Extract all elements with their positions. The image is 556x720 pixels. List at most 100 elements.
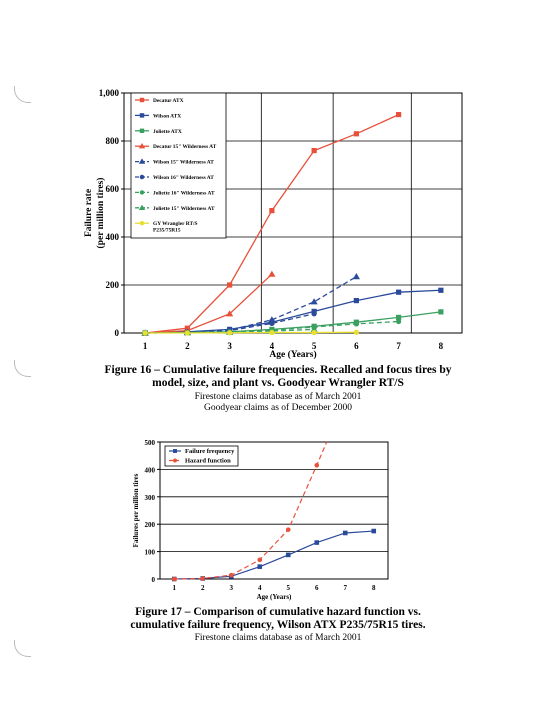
figure-16-caption: Figure 16 – Cumulative failure frequenci… <box>0 364 556 390</box>
x-tick-label: 4 <box>270 341 275 351</box>
x-axis-label: Age (Years) <box>257 593 292 601</box>
legend-label: GY Wrangler RT/S <box>153 221 198 227</box>
y-tick-label: 400 <box>106 232 120 242</box>
data-point <box>310 298 318 305</box>
y-axis-label: Failures per million tires <box>132 473 140 547</box>
x-tick-label: 3 <box>227 341 232 351</box>
y-tick-label: 200 <box>106 280 120 290</box>
y-axis-label: (per million tires) <box>95 178 106 249</box>
data-point <box>142 330 148 336</box>
data-point <box>438 309 444 315</box>
data-point <box>352 273 360 280</box>
x-tick-label: 6 <box>315 584 319 592</box>
data-point <box>200 576 206 581</box>
data-point <box>138 204 146 211</box>
legend-label: Hazard function <box>185 458 231 465</box>
legend-label: Failure frequency <box>185 448 235 455</box>
data-point <box>268 270 276 277</box>
figure-17-source-note: Firestone claims database as of March 20… <box>194 633 362 643</box>
figure-16-caption-line2: model, size, and plant vs. Goodyear Wran… <box>152 377 404 389</box>
figure-17-caption-line2: cumulative failure frequency, Wilson ATX… <box>130 619 426 631</box>
figure-16-source-note: Firestone claims database as of March 20… <box>194 392 362 402</box>
figure-17-caption-line1: Figure 17 – Comparison of cumulative haz… <box>135 606 421 618</box>
y-tick-label: 1,000 <box>99 88 120 98</box>
data-point <box>396 112 402 118</box>
legend-box <box>130 92 227 239</box>
legend-label: Joliette 16" Wilderness AT <box>153 190 215 196</box>
data-point <box>285 527 291 532</box>
legend-label: P235/75R15 <box>153 228 181 234</box>
x-tick-label: 7 <box>396 341 401 351</box>
data-point <box>269 329 275 336</box>
x-tick-label: 5 <box>287 584 291 592</box>
x-tick-label: 1 <box>143 341 148 351</box>
data-point <box>269 320 275 326</box>
data-point <box>314 462 320 468</box>
y-tick-label: 500 <box>145 439 156 447</box>
data-point <box>311 329 317 336</box>
data-point <box>171 576 177 582</box>
series-line <box>145 331 357 334</box>
legend-box <box>164 445 239 467</box>
figure-16-caption-line1: Figure 16 – Cumulative failure frequenci… <box>104 364 452 376</box>
data-point <box>353 321 359 327</box>
x-tick-label: 4 <box>258 584 262 592</box>
series-group <box>171 441 328 582</box>
legend-label: Decatur ATX <box>153 98 184 104</box>
data-point <box>311 311 317 317</box>
x-tick-label: 2 <box>185 341 190 351</box>
data-point <box>285 552 291 558</box>
data-point <box>173 449 177 453</box>
data-point <box>371 528 377 534</box>
legend-label: Wilson ATX <box>153 113 181 119</box>
y-tick-label: 600 <box>106 184 120 194</box>
series-group <box>142 329 359 336</box>
data-point <box>310 325 318 332</box>
data-point <box>227 282 233 288</box>
y-tick-label: 0 <box>115 328 120 338</box>
data-point <box>173 458 177 463</box>
figure-16-source-note-2: Goodyear claims as of December 2000 <box>204 403 352 413</box>
y-tick-label: 200 <box>145 521 156 529</box>
data-point <box>139 97 145 103</box>
data-point <box>257 557 263 563</box>
legend-label: Wilson 15" Wilderness AT <box>153 160 214 166</box>
y-tick-label: 400 <box>145 466 156 474</box>
legend-label: Joliette ATX <box>153 129 182 135</box>
y-axis-label-group: Failure rate (per million tires) <box>84 178 106 249</box>
data-point <box>342 530 348 536</box>
data-point <box>184 330 190 336</box>
data-point <box>138 158 146 164</box>
series-line <box>145 273 273 334</box>
data-point <box>353 329 359 335</box>
data-point <box>269 208 275 214</box>
figure-17-caption: Figure 17 – Comparison of cumulative haz… <box>0 606 556 632</box>
figure-17-chart: 0 100 200 300 400 500 1 2 3 4 5 6 7 8 Age (Years) Failu… <box>132 439 389 601</box>
data-point <box>228 572 234 578</box>
data-point <box>396 318 402 325</box>
x-tick-label: 8 <box>439 341 444 351</box>
y-tick-label: 100 <box>145 549 156 557</box>
data-point <box>268 316 276 323</box>
data-point <box>257 564 263 569</box>
data-point <box>396 314 402 320</box>
x-tick-label: 2 <box>201 584 205 592</box>
x-tick-label: 8 <box>372 584 376 592</box>
data-point <box>139 174 145 180</box>
y-tick-label: 800 <box>106 136 120 146</box>
data-point <box>139 128 145 134</box>
data-point <box>438 287 444 293</box>
figure-16-chart: 0 200 400 600 800 1,000 1 2 3 4 5 6 7 8 Age (Years) Fai… <box>84 88 463 360</box>
data-point <box>353 298 359 304</box>
x-tick-label: 7 <box>344 584 348 592</box>
x-axis-label: Age (Years) <box>269 349 316 360</box>
data-point <box>138 142 146 149</box>
y-tick-label: 0 <box>152 576 156 584</box>
x-tick-label: 3 <box>230 584 234 592</box>
data-point <box>139 113 145 118</box>
data-point <box>396 289 402 295</box>
x-tick-label: 1 <box>173 584 177 592</box>
legend-label: Wilson 16" Wilderness AT <box>153 175 214 181</box>
data-point <box>314 540 320 545</box>
data-point <box>226 310 234 317</box>
